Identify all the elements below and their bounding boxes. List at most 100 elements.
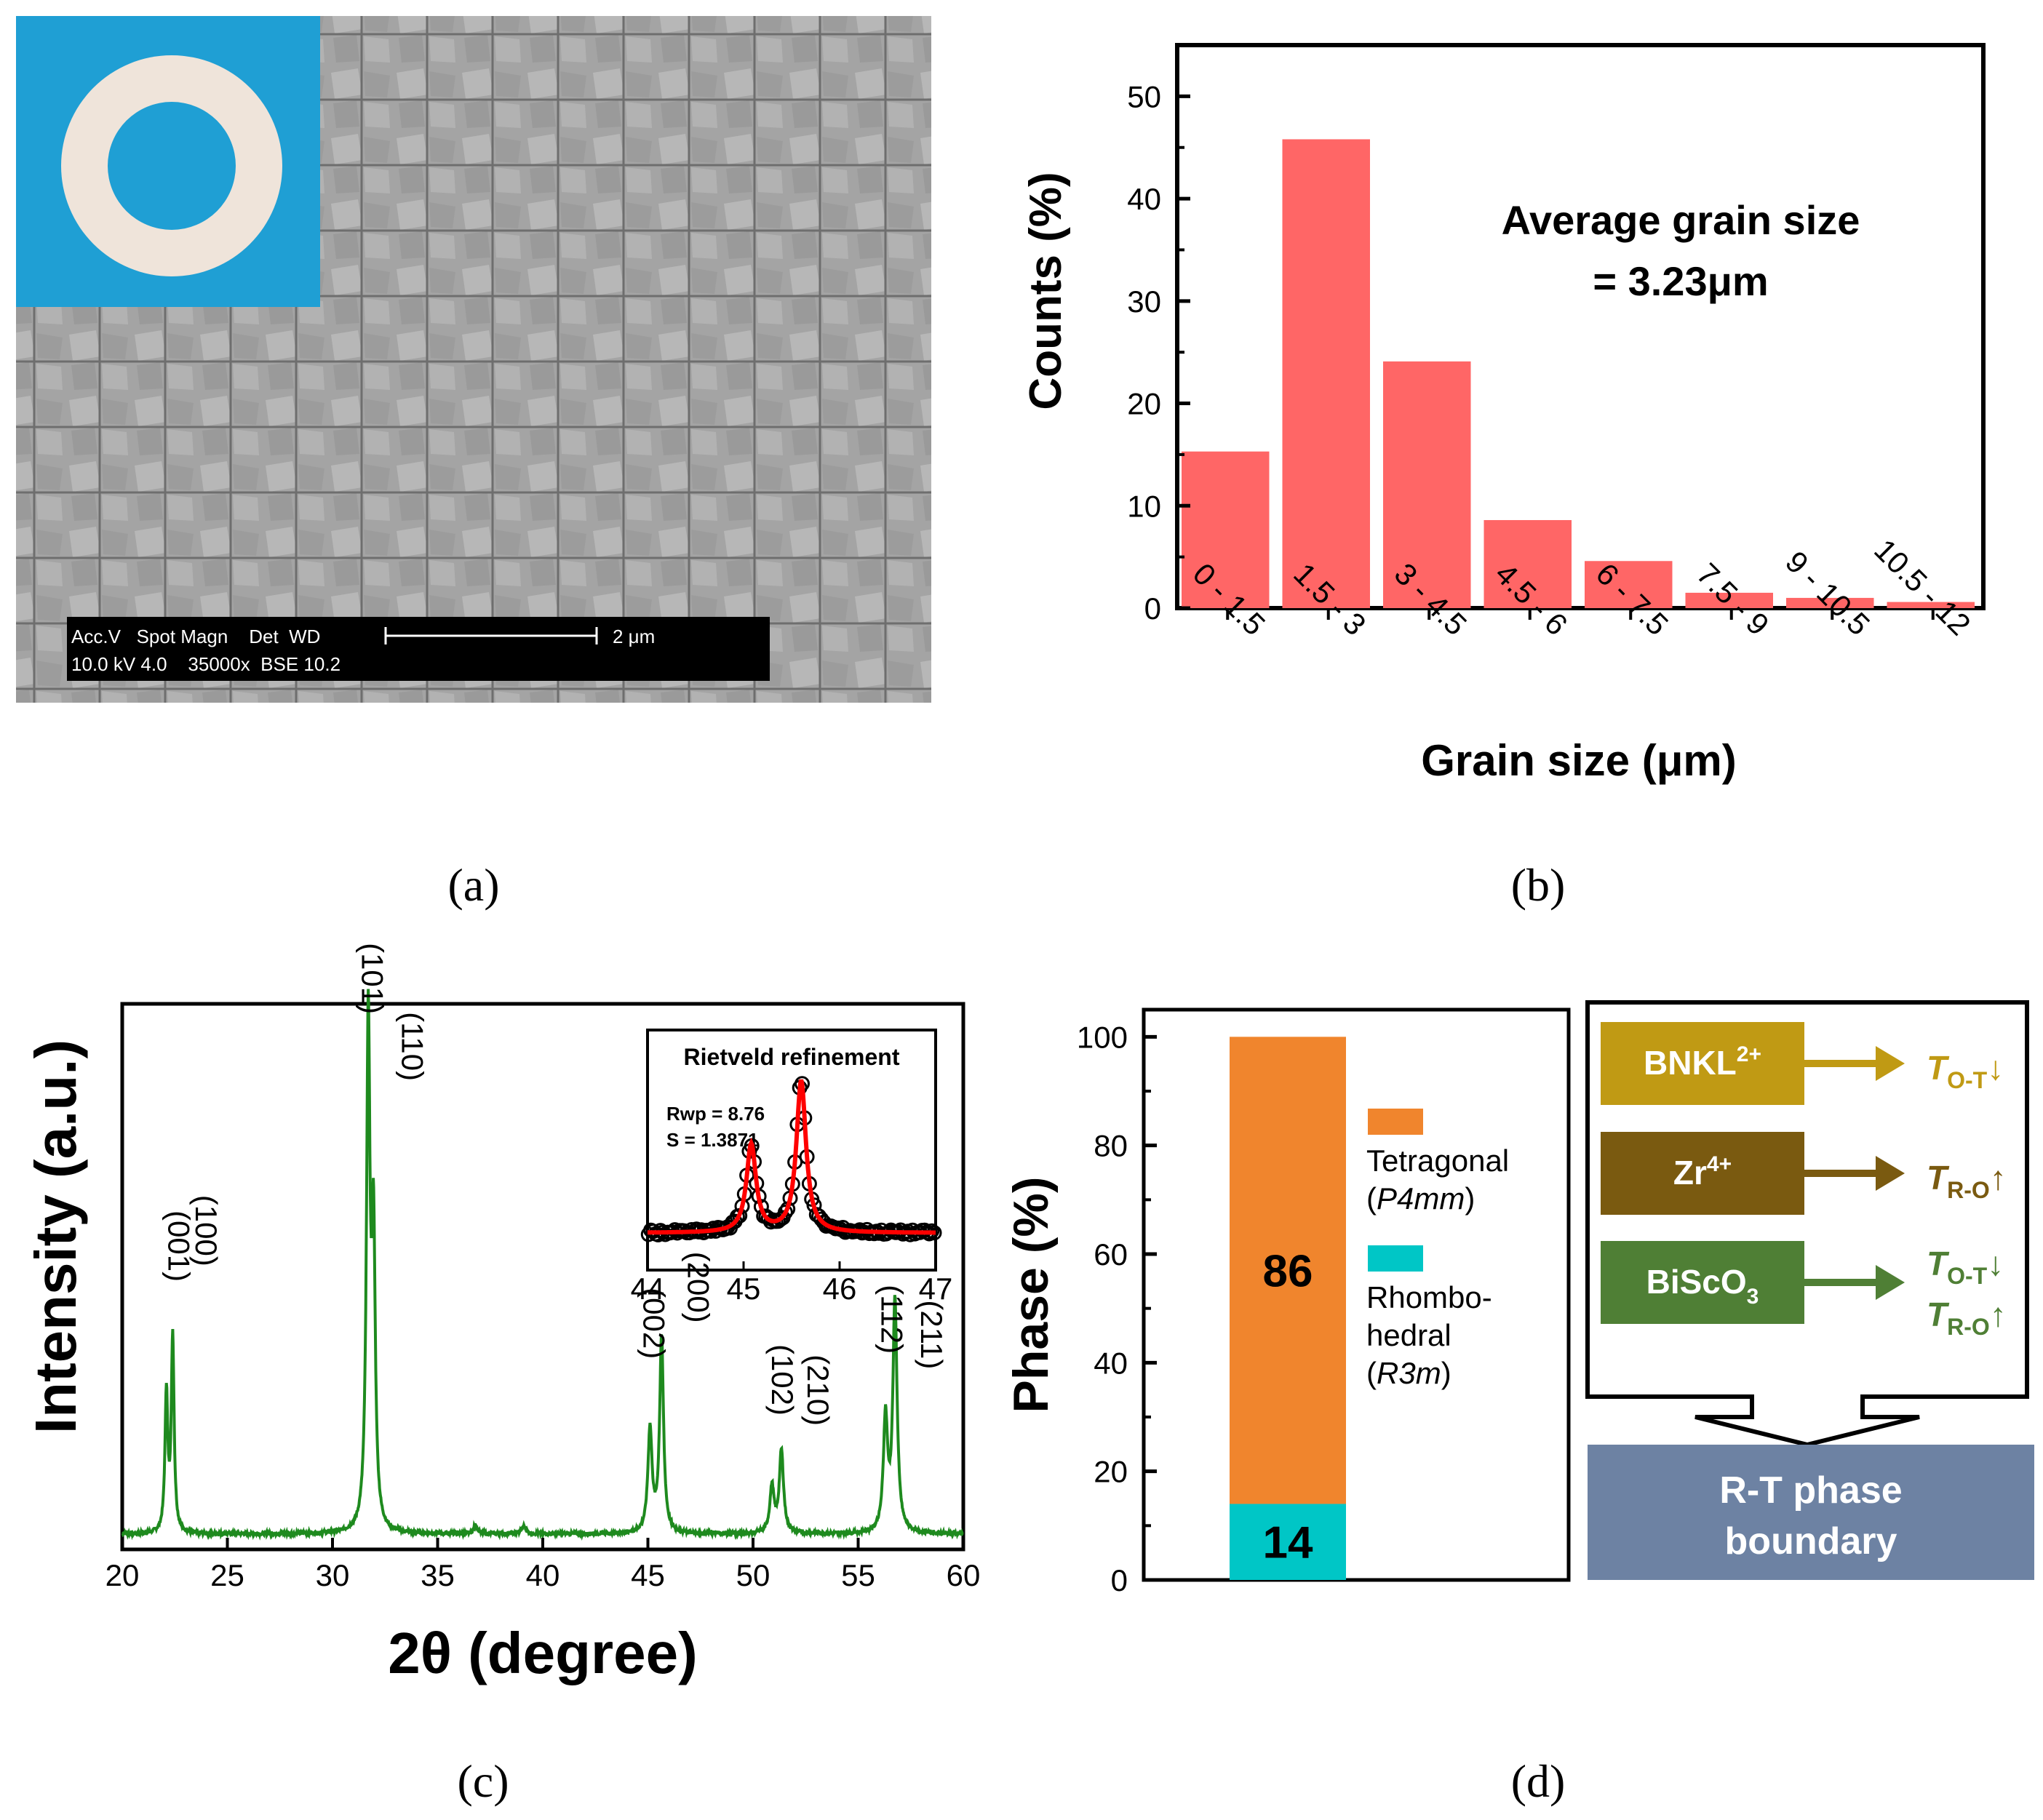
panel-d: Phase (%) (d) 14 86 0 20 40 60 80 100 Tetragonal… xyxy=(1003,1007,1571,1807)
legend-label: Tetragonal xyxy=(1366,1144,1509,1178)
plot-frame-b xyxy=(1175,43,1986,610)
x-tick-label: 55 xyxy=(841,1558,875,1592)
observed-point xyxy=(777,1205,793,1221)
x-tick-label: 40 xyxy=(526,1558,560,1592)
x-tick-label: 30 xyxy=(316,1558,350,1592)
legend-swatch xyxy=(1368,1109,1423,1135)
fitted-curve xyxy=(648,1079,936,1235)
y-axis-title-b: Counts (%) xyxy=(1021,172,1071,410)
peak-label: (211) xyxy=(915,1300,949,1369)
scale-bar-label: 2 μm xyxy=(613,626,655,647)
panel-label-d: (d) xyxy=(1511,1755,1566,1807)
y-tick-label: 20 xyxy=(1094,1455,1128,1489)
bar-3-4-5 xyxy=(1383,361,1471,608)
inset-x-tick-label: 44 xyxy=(631,1272,665,1306)
plot-frame-d xyxy=(1142,1007,1571,1582)
x-axis-title-c: 2θ (degree) xyxy=(388,1621,698,1685)
y-tick-label: 40 xyxy=(1127,182,1161,216)
bar-4-5-6 xyxy=(1484,519,1572,608)
y-tick-label: 30 xyxy=(1127,284,1161,319)
legend-label: (R3m) xyxy=(1366,1356,1451,1390)
ring-hole xyxy=(108,102,236,230)
x-tick-label: 45 xyxy=(631,1558,665,1592)
x-tick-label: 20 xyxy=(105,1558,140,1592)
x-axis-title-b: Grain size (μm) xyxy=(1421,736,1736,785)
bar-rhombohedral xyxy=(1230,1504,1346,1580)
y-tick-label: 10 xyxy=(1127,489,1161,523)
bar-1-5-3 xyxy=(1282,139,1370,608)
y-axis-title-d: Phase (%) xyxy=(1003,1177,1059,1413)
bar-6-7-5 xyxy=(1585,561,1673,608)
y-tick-label: 100 xyxy=(1077,1020,1128,1054)
y-tick-label: 40 xyxy=(1094,1346,1128,1380)
xrd-pattern xyxy=(121,989,964,1541)
dopant-label: Zr4+ xyxy=(1673,1152,1732,1192)
bar-0-1-5 xyxy=(1182,451,1270,608)
y-tick-label: 0 xyxy=(1144,591,1161,626)
effect-arrow-head xyxy=(1876,1265,1905,1300)
dopant-box xyxy=(1601,1132,1804,1215)
peak-label: (002) xyxy=(637,1288,672,1359)
effect-label: TR-O↑ xyxy=(1927,1296,2007,1340)
result-line2: boundary xyxy=(1725,1520,1897,1562)
peak-label: (102) xyxy=(765,1344,800,1416)
bar-value-tetragonal: 86 xyxy=(1263,1246,1313,1296)
effect-arrow-head xyxy=(1876,1156,1905,1191)
bar-7-5-9 xyxy=(1685,592,1773,608)
x-tick-label: 9 - 10.5 xyxy=(1779,544,1876,642)
effect-label: TO-T↓ xyxy=(1927,1245,2004,1289)
x-tick-label: 25 xyxy=(210,1558,244,1592)
panel-label-a: (a) xyxy=(447,859,499,911)
peak-label: (001) xyxy=(162,1210,196,1282)
x-tick-label: 10.5 - 12 xyxy=(1868,532,1977,642)
dopant-box xyxy=(1601,1022,1804,1105)
mechanism-diagram: R-T phase boundary BNKL2+ TO-T↓Zr4+ TR-O↑B… xyxy=(1585,1000,2034,1580)
panel-a: Acc.V Spot Magn Det WD 10.0 kV 4.0 35000… xyxy=(16,16,931,911)
panel-label-b: (b) xyxy=(1511,859,1566,911)
peak-label: (210) xyxy=(801,1354,835,1426)
legend-label: hedral xyxy=(1366,1318,1451,1352)
result-box xyxy=(1588,1445,2034,1580)
panel-label-c: (c) xyxy=(457,1755,509,1807)
inset-x-tick-label: 46 xyxy=(823,1272,857,1306)
y-tick-label: 60 xyxy=(1094,1237,1128,1272)
x-tick-label: 50 xyxy=(736,1558,770,1592)
panel-b: Average grain size = 3.23μm Counts (%) G… xyxy=(1021,43,1986,911)
annotation-line2: = 3.23μm xyxy=(1593,258,1768,304)
peak-label: (112) xyxy=(875,1285,909,1354)
y-axis-title-c: Intensity (a.u.) xyxy=(23,1039,88,1434)
x-tick-label: 35 xyxy=(421,1558,455,1592)
bar-9-10-5 xyxy=(1786,597,1874,608)
result-line1: R-T phase xyxy=(1719,1469,1902,1512)
legend-swatch xyxy=(1368,1245,1423,1272)
legend-label: (P4mm) xyxy=(1366,1181,1475,1216)
legend-label: Rhombo- xyxy=(1366,1280,1492,1314)
peak-label: (100) xyxy=(189,1195,223,1266)
bar-value-rhombohedral: 14 xyxy=(1263,1518,1313,1568)
effect-label: TO-T↓ xyxy=(1927,1049,2004,1093)
dopant-box xyxy=(1601,1241,1804,1324)
peak-label: (110) xyxy=(395,1012,429,1081)
x-tick-label: 60 xyxy=(947,1558,981,1592)
inset-title: Rietveld refinement xyxy=(684,1044,900,1070)
effect-label: TR-O↑ xyxy=(1927,1159,2007,1203)
y-tick-label: 20 xyxy=(1127,387,1161,421)
effect-arrow-head xyxy=(1876,1046,1905,1081)
y-tick-label: 80 xyxy=(1094,1129,1128,1163)
inset-rwp: Rwp = 8.76 xyxy=(666,1103,765,1125)
peak-label: (200) xyxy=(681,1252,715,1323)
inset-x-tick-label: 47 xyxy=(919,1272,953,1306)
sem-info-line2: 10.0 kV 4.0 35000x BSE 10.2 xyxy=(71,653,340,675)
panel-c: Rietveld refinement Rwp = 8.76 S = 1.387… xyxy=(23,943,980,1807)
bar-10-5-12 xyxy=(1887,602,1975,608)
y-tick-label: 0 xyxy=(1111,1563,1128,1597)
sem-info-bar xyxy=(67,617,770,681)
y-tick-label: 50 xyxy=(1127,79,1161,113)
annotation-line1: Average grain size xyxy=(1502,197,1860,243)
sem-info-line1: Acc.V Spot Magn Det WD xyxy=(71,626,320,647)
scale-bar xyxy=(384,627,598,644)
diagram-frame-with-arrow xyxy=(1585,1000,2029,1448)
peak-label: (101) xyxy=(355,943,389,1014)
bar-tetragonal xyxy=(1230,1037,1346,1504)
